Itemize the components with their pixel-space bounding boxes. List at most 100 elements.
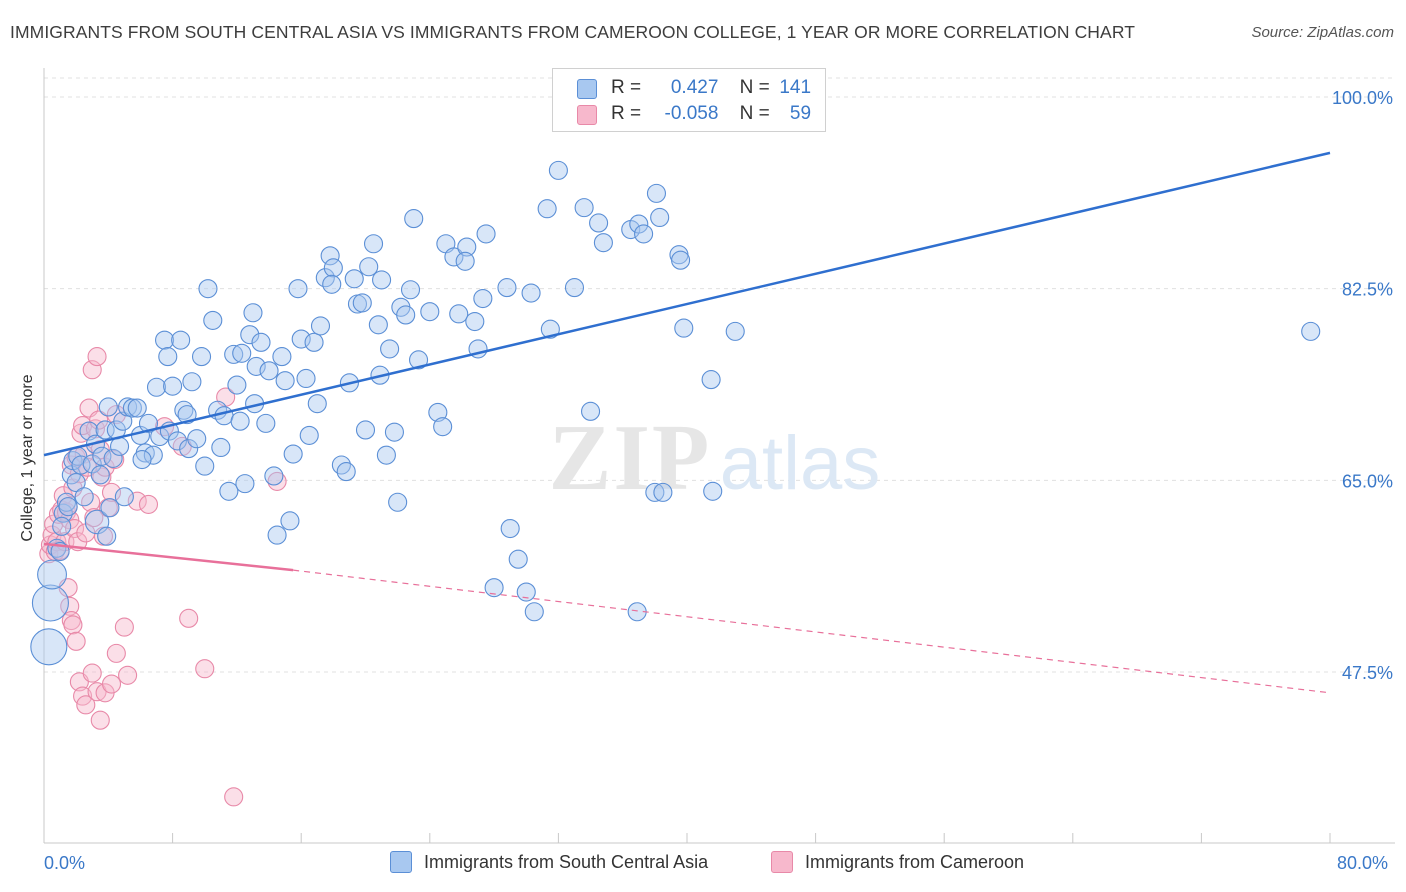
- data-point-cameroon: [114, 617, 134, 637]
- data-point-south-central-asia: [182, 372, 202, 392]
- data-point-south-central-asia: [272, 347, 292, 367]
- data-point-cameroon: [101, 482, 122, 502]
- data-point-south-central-asia: [323, 258, 343, 278]
- data-point-south-central-asia: [404, 209, 424, 229]
- data-point-south-central-asia: [307, 394, 327, 414]
- data-point-south-central-asia: [465, 311, 485, 332]
- y-tick-label: 100.0%: [1332, 88, 1393, 108]
- data-point-south-central-asia: [191, 347, 212, 367]
- data-point-south-central-asia: [455, 251, 475, 271]
- data-point-south-central-asia: [537, 199, 557, 219]
- data-point-south-central-asia: [725, 321, 745, 341]
- legend-n-label: N =: [739, 103, 770, 124]
- y-axis-label: College, 1 year or more: [19, 374, 36, 542]
- data-point-south-central-asia: [344, 269, 364, 289]
- data-point-south-central-asia: [473, 288, 493, 309]
- data-point-south-central-asia: [179, 439, 199, 459]
- data-point-south-central-asia: [516, 582, 536, 602]
- data-point-south-central-asia: [497, 278, 517, 298]
- data-point-south-central-asia: [275, 371, 295, 391]
- data-point-south-central-asia: [259, 361, 279, 381]
- legend-r-label: R =: [611, 103, 642, 124]
- x-tick-label-min: 0.0%: [44, 853, 86, 873]
- data-point-south-central-asia: [310, 316, 331, 336]
- data-point-south-central-asia: [203, 310, 223, 330]
- data-point-south-central-asia: [251, 332, 271, 352]
- data-point-south-central-asia: [227, 375, 247, 395]
- data-point-south-central-asia: [1301, 321, 1321, 341]
- data-point-south-central-asia: [224, 344, 244, 364]
- data-point-south-central-asia: [177, 405, 197, 425]
- data-point-south-central-asia: [230, 411, 250, 431]
- data-point-south-central-asia: [243, 303, 263, 323]
- data-point-south-central-asia: [372, 270, 392, 290]
- data-point-south-central-asia: [52, 516, 72, 536]
- data-point-south-central-asia: [132, 449, 152, 470]
- data-point-cameroon: [195, 659, 215, 679]
- data-point-south-central-asia: [703, 481, 723, 501]
- data-point-south-central-asia: [103, 448, 123, 468]
- data-point-south-central-asia: [299, 425, 319, 445]
- data-point-south-central-asia: [384, 422, 404, 442]
- series-south-central-asia-points: [30, 160, 1321, 666]
- data-point-cameroon: [118, 665, 138, 685]
- data-point-south-central-asia: [113, 411, 133, 431]
- grid-lines: [44, 77, 1395, 673]
- data-point-south-central-asia: [100, 498, 120, 518]
- data-point-south-central-asia: [37, 559, 67, 590]
- data-point-south-central-asia: [368, 315, 388, 335]
- data-point-south-central-asia: [246, 356, 266, 376]
- data-point-south-central-asia: [163, 376, 183, 396]
- data-point-south-central-asia: [291, 329, 311, 349]
- data-point-cameroon: [89, 410, 109, 430]
- data-point-south-central-asia: [66, 472, 86, 493]
- legend-swatch-blue: [577, 79, 597, 99]
- legend-label-cameroon: Immigrants from Cameroon: [805, 852, 1025, 872]
- data-point-cameroon: [81, 492, 101, 512]
- data-point-south-central-asia: [171, 330, 191, 350]
- data-point-south-central-asia: [508, 549, 528, 569]
- data-point-south-central-asia: [500, 518, 520, 539]
- legend-label-south-central-asia: Immigrants from South Central Asia: [424, 852, 709, 872]
- data-point-south-central-asia: [653, 482, 673, 502]
- watermark-zip: ZIP: [549, 406, 712, 510]
- data-point-south-central-asia: [264, 466, 284, 486]
- data-point-south-central-asia: [428, 402, 448, 422]
- data-point-south-central-asia: [256, 413, 276, 433]
- data-point-south-central-asia: [540, 319, 560, 339]
- data-point-south-central-asia: [457, 237, 477, 257]
- data-point-south-central-asia: [634, 224, 654, 244]
- data-point-south-central-asia: [58, 497, 78, 517]
- data-point-south-central-asia: [211, 437, 231, 458]
- data-point-south-central-asia: [521, 283, 541, 303]
- data-point-south-central-asia: [396, 305, 416, 325]
- data-point-south-central-asia: [283, 444, 303, 464]
- legend-r-label: R =: [611, 77, 642, 98]
- data-point-south-central-asia: [433, 417, 453, 437]
- data-point-cameroon: [87, 347, 107, 367]
- legend-r-value: -0.058: [664, 103, 719, 124]
- data-point-cameroon: [106, 643, 126, 663]
- data-point-south-central-asia: [288, 279, 308, 299]
- data-point-cameroon: [66, 631, 86, 651]
- data-point-cameroon: [60, 596, 80, 616]
- data-point-south-central-asia: [114, 487, 134, 507]
- y-tick-label: 47.5%: [1342, 663, 1393, 683]
- data-point-south-central-asia: [267, 525, 287, 545]
- data-point-south-central-asia: [380, 339, 400, 359]
- data-point-south-central-asia: [449, 304, 469, 324]
- data-point-cameroon: [179, 608, 199, 628]
- data-point-south-central-asia: [388, 492, 408, 512]
- data-point-cameroon: [63, 615, 83, 635]
- source-label: Source: ZipAtlas.com: [1251, 24, 1394, 41]
- data-point-south-central-asia: [82, 454, 102, 474]
- chart-title: IMMIGRANTS FROM SOUTH CENTRAL ASIA VS IM…: [10, 22, 1136, 42]
- data-point-south-central-asia: [444, 247, 464, 267]
- data-point-south-central-asia: [476, 224, 496, 244]
- watermark: ZIP atlas: [549, 406, 881, 510]
- trend-line-south-central-asia: [43, 151, 1331, 457]
- data-point-cameroon: [82, 663, 102, 683]
- data-point-south-central-asia: [296, 368, 316, 389]
- data-point-south-central-asia: [336, 462, 356, 482]
- data-point-south-central-asia: [74, 487, 94, 507]
